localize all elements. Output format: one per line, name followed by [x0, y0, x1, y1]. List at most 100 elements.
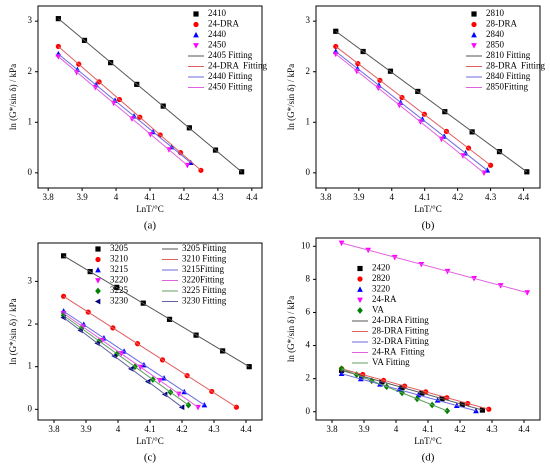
legend-label: 2820	[372, 273, 391, 283]
legend-label: 24-RA Fitting	[372, 347, 425, 357]
legend-label: 2420	[372, 263, 391, 273]
y-tick-label: 1	[28, 361, 33, 371]
legend-swatch	[95, 246, 101, 252]
x-tick-label: 4.3	[212, 192, 224, 202]
legend-swatch	[357, 276, 363, 282]
x-tick-label: 4	[390, 192, 395, 202]
y-tick-label: 2	[28, 66, 33, 76]
y-tick-label: 2	[28, 318, 33, 328]
legend-label: 2410	[208, 8, 227, 18]
fit-line	[341, 368, 489, 410]
legend-label: 2405 Fitting	[208, 50, 253, 60]
legend-label: 2850	[486, 40, 505, 50]
legend-label: 2450	[208, 40, 227, 50]
legend-swatch	[471, 31, 477, 38]
legend-label: 24-DRA Fitting	[208, 61, 268, 71]
x-tick-label: 3.9	[80, 424, 92, 434]
legend-swatch	[193, 11, 199, 17]
fit-line	[58, 56, 188, 166]
legend-label: 2450 Fitting	[208, 82, 253, 92]
x-tick-label: 4.4	[240, 424, 252, 434]
legend-label: 28-DRA Fitting	[486, 61, 546, 71]
legend-label: 3205	[110, 243, 129, 253]
x-tick-label: 4.4	[518, 192, 530, 202]
legend-swatch	[95, 256, 101, 263]
legend-swatch	[357, 265, 363, 272]
x-tick-label: 4.1	[144, 192, 155, 202]
x-tick-label: 4	[394, 424, 399, 434]
fit-line	[63, 315, 189, 406]
legend-label: 2440 Fitting	[208, 71, 253, 81]
legend-swatch	[193, 43, 199, 49]
legend-swatch	[95, 278, 101, 284]
point	[338, 370, 345, 377]
legend-label: 3230	[110, 296, 129, 306]
fit-line	[335, 46, 491, 166]
legend-label: 3220	[372, 284, 391, 294]
fit-line	[58, 46, 202, 171]
legend-label: 3205 Fitting	[182, 243, 227, 253]
y-tick-label: 2	[306, 66, 311, 76]
legend-label: 24-DRA Fitting	[372, 315, 429, 325]
x-tick-label: 3.9	[76, 192, 88, 202]
fit-line	[335, 30, 528, 173]
x-axis-label: LnT/°C	[414, 436, 442, 446]
legend-label: 2840 Fitting	[486, 71, 531, 81]
legend-label: 3225	[110, 285, 129, 295]
legend-label: 3220Fitting	[182, 275, 225, 285]
x-tick-label: 3.9	[353, 192, 365, 202]
point	[246, 364, 252, 370]
x-axis-label: LnT/°C	[136, 204, 164, 214]
fit-line	[63, 312, 199, 408]
legend-swatch	[95, 266, 101, 273]
y-tick-label: 2	[306, 373, 311, 383]
fit-line	[335, 51, 488, 171]
x-tick-label: 4.2	[176, 424, 187, 434]
x-tick-label: 4.3	[486, 424, 498, 434]
x-tick-label: 4	[114, 192, 119, 202]
x-tick-label: 4.1	[422, 424, 433, 434]
y-tick-label: 3	[28, 275, 33, 285]
legend-label: 3225 Fitting	[182, 285, 227, 295]
legend-label: 2810 Fitting	[486, 50, 531, 60]
fit-line	[341, 368, 448, 412]
y-tick-label: 3	[306, 15, 311, 25]
panel: 3.8 3.9 4 4.1 4.2 4.3 4.4 0 2 4 6 8 10 LnT/°C ln (G*/s…	[286, 237, 541, 464]
y-axis-label: ln (G*/sin δ) / kPa	[8, 64, 18, 130]
legend-label: 3220	[110, 275, 129, 285]
legend-swatch	[95, 287, 101, 295]
y-tick-label: 0	[306, 406, 311, 416]
legend-label: 32-DRA Fitting	[372, 336, 429, 346]
x-tick-label: 3.8	[48, 424, 60, 434]
fit-line	[58, 53, 192, 164]
x-axis-label: LnT/°C	[136, 436, 164, 446]
legend-label: 3210	[110, 254, 129, 264]
y-tick-label: 3	[28, 15, 33, 25]
caption: (b)	[422, 220, 435, 232]
legend-label: VA Fitting	[372, 357, 410, 367]
legend-label: 3230 Fitting	[182, 296, 227, 306]
legend-label: VA	[372, 305, 384, 315]
y-axis-label: ln (G*/sin δ) / kPa	[286, 296, 296, 362]
x-tick-label: 4.2	[454, 424, 465, 434]
legend-label: 2840	[486, 29, 505, 39]
legend-label: 24-DRA	[208, 19, 239, 29]
x-tick-label: 3.8	[43, 192, 55, 202]
fit-line	[63, 310, 205, 406]
y-tick-label: 8	[306, 273, 311, 283]
fit-line	[341, 369, 483, 411]
fit-line	[341, 242, 528, 294]
x-tick-label: 4.2	[178, 192, 189, 202]
legend-swatch	[94, 298, 101, 305]
x-tick-label: 4.2	[452, 192, 463, 202]
caption: (d)	[422, 452, 435, 464]
y-tick-label: 1	[28, 116, 33, 126]
legend-swatch	[471, 43, 477, 49]
fit-line	[335, 53, 485, 174]
legend-label: 3215	[110, 264, 129, 274]
x-tick-label: 4.3	[485, 192, 497, 202]
panel: 3.8 3.9 4 4.1 4.2 4.3 4.4 0 1 2 3 LnT/°C ln (G*/sin …	[286, 5, 546, 232]
